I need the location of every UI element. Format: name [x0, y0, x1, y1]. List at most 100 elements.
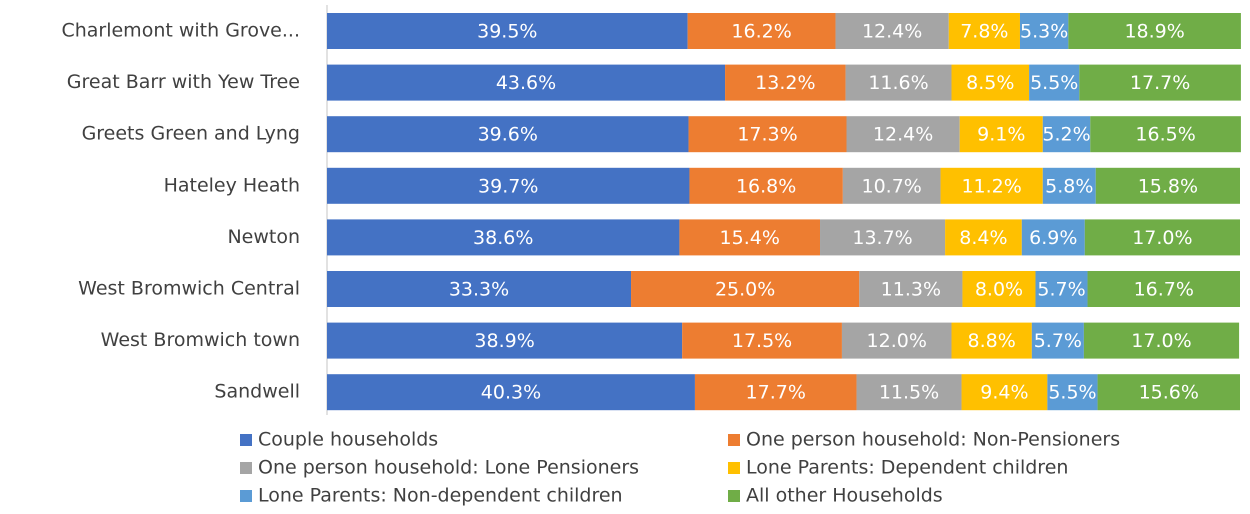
bar-segment — [327, 322, 683, 359]
data-label: 16.7% — [1134, 279, 1194, 301]
data-label: 38.6% — [473, 227, 533, 249]
category-label: Charlemont with Grove... — [61, 20, 300, 42]
data-label: 9.4% — [980, 382, 1028, 404]
bar-segment — [327, 116, 689, 153]
category-label: West Bromwich Central — [78, 278, 300, 300]
bar-segment — [1019, 13, 1069, 49]
bar-segment — [1029, 64, 1080, 101]
data-label: 40.3% — [481, 382, 541, 404]
data-label: 17.7% — [746, 382, 806, 404]
bar-segment — [1084, 219, 1240, 256]
data-label: 5.2% — [1042, 124, 1090, 146]
legend-label: All other Households — [746, 485, 943, 507]
bar-segment — [951, 64, 1030, 101]
bar-segment — [940, 167, 1043, 204]
bar-segment — [1035, 271, 1088, 307]
bar-segment — [1083, 322, 1240, 359]
data-label: 33.3% — [449, 279, 509, 301]
category-label: Great Barr with Yew Tree — [67, 71, 300, 93]
bar-segment — [1047, 374, 1098, 411]
data-label: 15.8% — [1138, 175, 1198, 197]
data-label: 25.0% — [715, 279, 775, 301]
data-label: 11.3% — [881, 279, 941, 301]
data-label: 11.2% — [961, 175, 1021, 197]
bar-segment — [327, 13, 688, 49]
bar-segment — [327, 271, 632, 307]
bar-segment — [327, 374, 695, 411]
data-label: 13.7% — [852, 227, 912, 249]
data-label: 11.6% — [868, 72, 928, 94]
data-label: 7.8% — [960, 21, 1008, 43]
bar-segment — [962, 271, 1036, 307]
data-label: 11.5% — [879, 382, 939, 404]
bar-segment — [820, 219, 946, 256]
legend-swatch — [728, 490, 740, 502]
category-label: Newton — [227, 226, 300, 248]
bar-segment — [1031, 322, 1084, 359]
bar-segment — [689, 167, 843, 204]
bar-segment — [842, 167, 941, 204]
legend-label: One person household: Non-Pensioners — [746, 429, 1120, 451]
data-label: 12.0% — [867, 330, 927, 352]
bar-segment — [1097, 374, 1240, 411]
bar-segment — [327, 167, 690, 204]
data-label: 8.5% — [966, 72, 1014, 94]
bar-segment — [835, 13, 949, 49]
legend-swatch — [728, 462, 740, 474]
data-label: 5.5% — [1030, 72, 1078, 94]
bar-segment — [687, 13, 836, 49]
data-label: 17.0% — [1132, 227, 1192, 249]
bar-segment — [951, 322, 1032, 359]
bar-segment — [845, 64, 952, 101]
bar-segment — [859, 271, 963, 307]
category-label: Sandwell — [214, 381, 300, 403]
data-label: 16.2% — [731, 21, 791, 43]
bar-segment — [1068, 13, 1241, 49]
category-label: West Bromwich town — [101, 329, 300, 351]
data-label: 9.1% — [977, 124, 1025, 146]
legend-label: Lone Parents: Non-dependent children — [258, 485, 623, 507]
data-label: 17.7% — [1130, 72, 1190, 94]
bar-segment — [327, 64, 726, 101]
bar-segment — [1042, 116, 1091, 153]
data-label: 39.7% — [478, 175, 538, 197]
legend-label: Lone Parents: Dependent children — [746, 457, 1068, 479]
legend-swatch — [240, 434, 252, 446]
data-label: 17.0% — [1131, 330, 1191, 352]
bar-segment — [1090, 116, 1241, 153]
bar-segment — [694, 374, 857, 411]
category-label: Hateley Heath — [164, 174, 300, 196]
data-label: 5.7% — [1037, 279, 1085, 301]
data-label: 5.8% — [1045, 175, 1093, 197]
data-label: 8.4% — [959, 227, 1007, 249]
bar-segment — [961, 374, 1048, 411]
bar-segment — [631, 271, 860, 307]
bar-segment — [841, 322, 952, 359]
bar-segment — [679, 219, 821, 256]
data-label: 10.7% — [862, 175, 922, 197]
legend-label: One person household: Lone Pensioners — [258, 457, 639, 479]
data-label: 17.5% — [732, 330, 792, 352]
data-label: 17.3% — [737, 124, 797, 146]
bar-segment — [948, 13, 1020, 49]
bar-segment — [682, 322, 842, 359]
data-label: 8.8% — [968, 330, 1016, 352]
data-label: 39.5% — [477, 21, 537, 43]
data-label: 15.6% — [1139, 382, 1199, 404]
legend-swatch — [240, 490, 252, 502]
data-label: 12.4% — [873, 124, 933, 146]
bar-segment — [1042, 167, 1096, 204]
data-label: 8.0% — [975, 279, 1023, 301]
bar-segment — [846, 116, 960, 153]
data-label: 12.4% — [862, 21, 922, 43]
data-label: 16.5% — [1135, 124, 1195, 146]
data-label: 18.9% — [1124, 21, 1184, 43]
data-label: 6.9% — [1029, 227, 1077, 249]
bar-segment — [725, 64, 846, 101]
bar-segment — [1095, 167, 1240, 204]
data-label: 5.3% — [1020, 21, 1068, 43]
data-label: 16.8% — [736, 175, 796, 197]
data-label: 13.2% — [755, 72, 815, 94]
bar-segment — [1021, 219, 1085, 256]
